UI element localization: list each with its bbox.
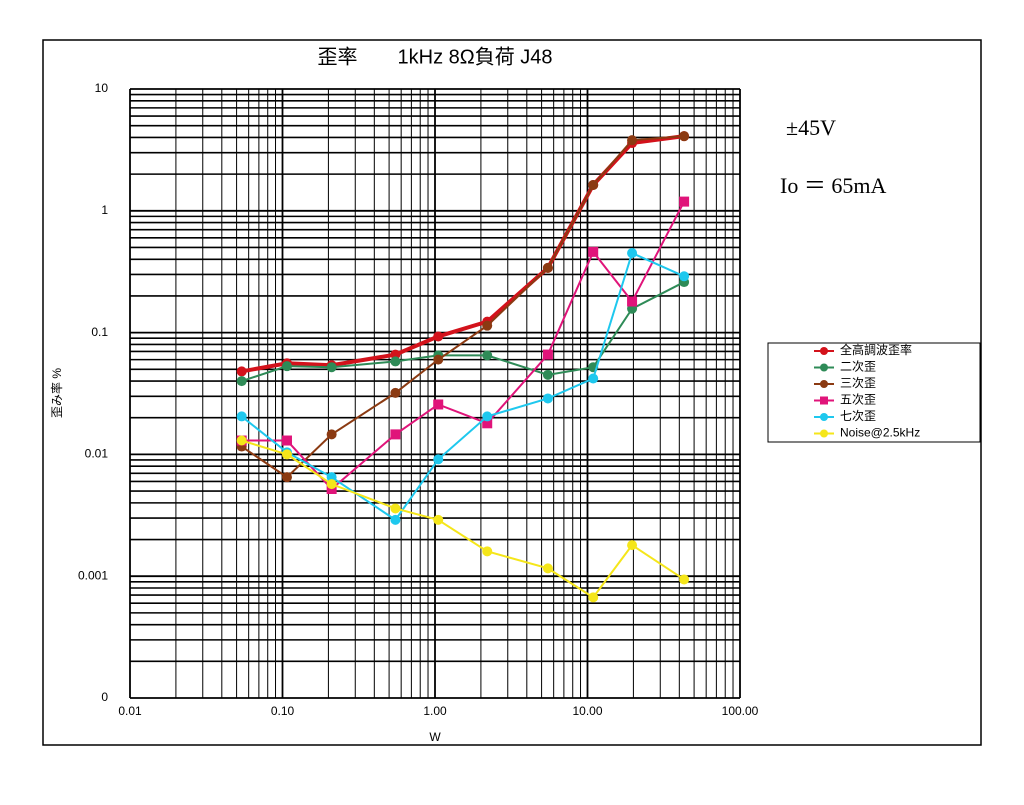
marker [433,331,444,342]
marker [281,449,292,460]
series-line [241,281,685,383]
legend-label: 三次歪 [840,376,876,390]
marker [433,354,444,365]
marker [390,514,401,525]
annotation: Io ＝ 65mA [780,173,886,198]
x-tick-label: 100.00 [722,704,759,718]
marker [433,454,444,465]
marker [679,131,690,142]
marker [588,373,599,384]
marker [281,361,292,372]
marker [390,429,401,440]
marker [236,376,247,387]
marker [627,540,638,551]
marker [390,349,401,360]
marker [627,248,638,259]
marker [482,546,493,557]
y-tick-label: 0.001 [78,568,108,582]
legend-label: Noise@2.5kHz [840,426,920,440]
legend [767,342,981,443]
legend-marker [820,413,828,421]
marker [627,135,638,146]
legend-label: 二次歪 [840,360,876,374]
chart-title: 歪率 1kHz 8Ω負荷 J48 [318,45,553,68]
marker [236,366,247,377]
legend-marker [820,429,828,438]
marker [390,387,401,398]
marker [627,296,638,307]
marker [326,362,337,373]
legend-label: 七次歪 [840,409,876,423]
marker [236,411,247,422]
series-line [241,439,685,599]
y-axis-label: 歪み率 % [49,368,64,418]
marker [542,563,553,574]
legend-marker [820,380,828,388]
x-tick-label: 10.00 [572,704,602,718]
marker [390,356,401,367]
legend-marker [820,347,828,355]
marker [679,271,690,282]
marker [326,429,337,440]
y-tick-label: 0.01 [85,447,109,461]
marker [542,369,553,380]
marker [679,574,690,585]
marker [482,411,493,422]
x-tick-label: 0.01 [118,704,142,718]
marker [326,479,337,490]
marker [482,418,493,429]
marker [542,349,553,360]
marker [433,514,444,525]
y-tick-label: 1 [101,203,108,217]
x-axis-label: W [429,730,441,744]
series-line [241,251,685,522]
legend-marker [820,396,828,405]
x-tick-label: 0.10 [271,704,295,718]
series-line [241,135,685,479]
marker [390,503,401,514]
marker [588,246,599,257]
marker [482,320,493,331]
y-tick-label: 10 [95,81,109,95]
marker [542,262,553,273]
marker [281,435,292,446]
marker [281,472,292,483]
marker [588,592,599,603]
marker [433,399,444,410]
legend-label: 全高調波歪率 [840,342,912,357]
marker [679,196,690,207]
marker [326,472,337,483]
marker [236,435,247,446]
marker [482,350,493,361]
marker [588,179,599,190]
marker [542,393,553,404]
legend-label: 五次歪 [840,393,876,407]
y-tick-label: 0 [101,690,108,704]
y-tick-label: 0.1 [91,325,108,339]
legend-marker [820,363,828,372]
x-tick-label: 1.00 [423,704,447,718]
annotation: ±45V [786,115,836,140]
